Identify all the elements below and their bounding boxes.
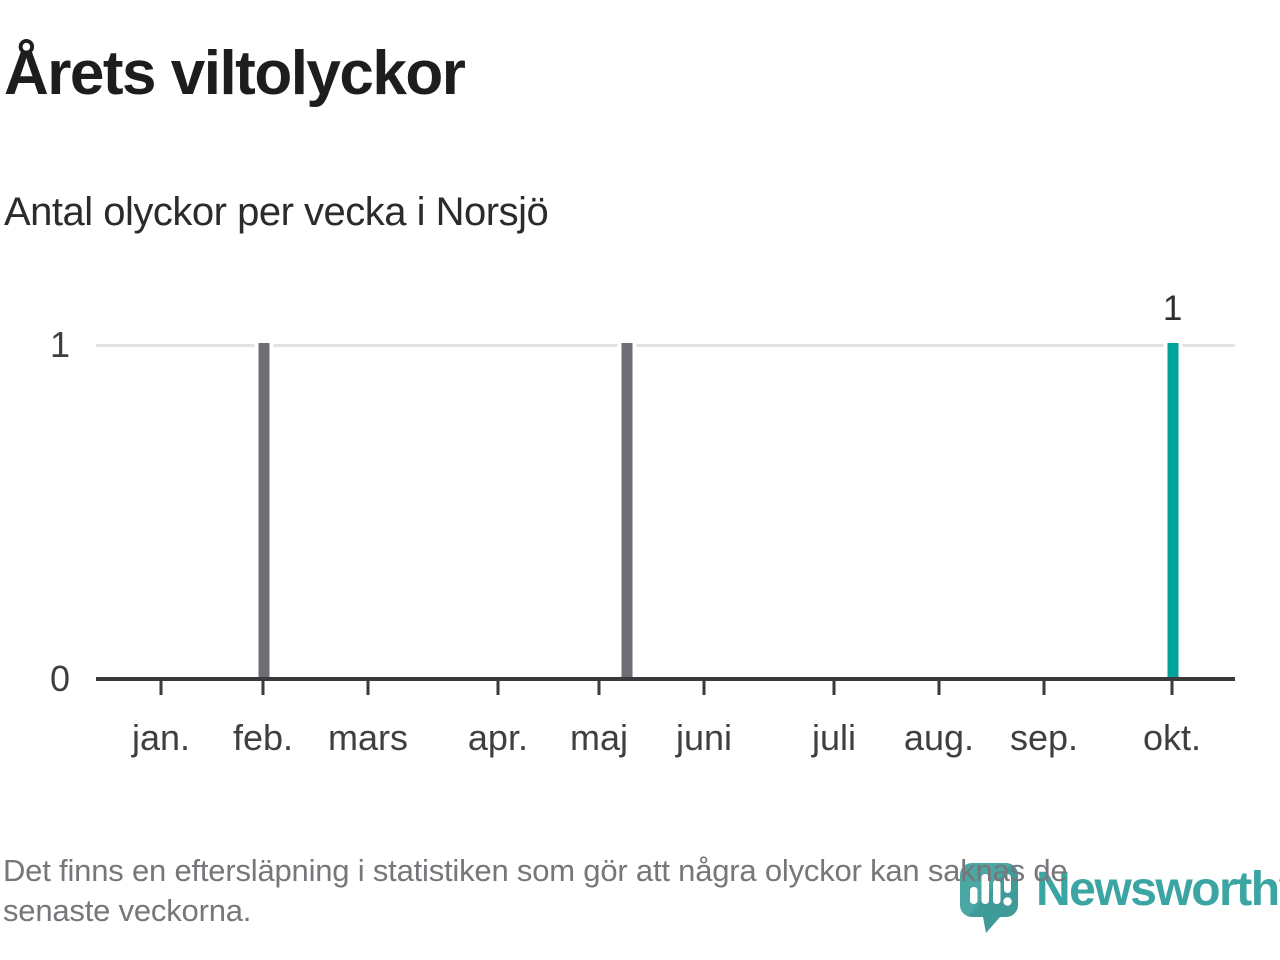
- footnote-line1: Det finns en eftersläpning i statistiken…: [3, 853, 1068, 888]
- bar-week-maj: [617, 343, 637, 679]
- x-axis-tick-sep: [1042, 681, 1046, 695]
- footnote-line2: senaste veckorna.: [3, 893, 252, 928]
- bar-value-label: 1: [1162, 289, 1183, 328]
- newsworthy-wordmark: Newsworthy: [1036, 863, 1280, 916]
- x-axis-tick-aug: [937, 681, 941, 695]
- gridline-y1: [96, 344, 1235, 347]
- x-axis-label-juli: juli: [811, 717, 856, 758]
- x-axis-label-apr: apr.: [467, 717, 528, 758]
- x-axis-tick-apr: [496, 681, 500, 695]
- x-axis-tick-juni: [702, 681, 706, 695]
- x-axis-label-feb: feb.: [232, 717, 293, 758]
- x-axis-label-mars: mars: [327, 717, 408, 758]
- newsworthy-logo: Newsworthy: [960, 863, 1280, 935]
- x-axis-tick-feb: [261, 681, 265, 695]
- y-axis-label-0: 0: [49, 658, 70, 699]
- y-axis-label-1: 1: [49, 324, 70, 365]
- x-axis-label-aug: aug.: [903, 717, 975, 758]
- footnote: Det finns en eftersläpning i statistiken…: [3, 851, 1265, 931]
- x-axis-label-sep: sep.: [1009, 717, 1079, 758]
- x-axis-tick-mars: [366, 681, 370, 695]
- x-axis-tick-maj: [597, 681, 601, 695]
- x-axis-tick-jan: [159, 681, 163, 695]
- bar-week-okt: [1163, 343, 1183, 679]
- bar-week-feb: [254, 343, 274, 679]
- x-axis-label-juni: juni: [675, 717, 733, 758]
- x-axis-line: [96, 677, 1235, 681]
- x-axis-label-maj: maj: [569, 717, 628, 758]
- page-title: Årets viltolyckor: [4, 39, 466, 108]
- x-axis-tick-okt: [1170, 681, 1174, 695]
- newsworthy-logo-icon: [960, 863, 1018, 933]
- x-axis-label-okt: okt.: [1142, 717, 1202, 758]
- x-axis-tick-juli: [832, 681, 836, 695]
- x-axis-labels: jan. feb. mars apr. maj juni juli aug. sep. okt.: [96, 695, 1235, 758]
- plot-area: 1: [96, 289, 1235, 695]
- x-axis-label-jan: jan.: [132, 717, 191, 758]
- chart-subtitle: Antal olyckor per vecka i Norsjö: [4, 190, 549, 234]
